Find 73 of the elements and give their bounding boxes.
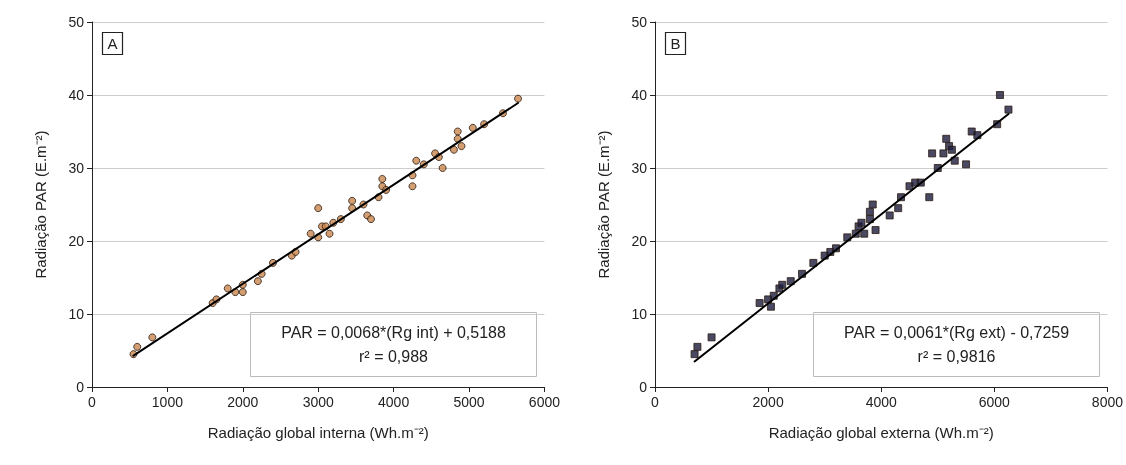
point [942,134,951,143]
y-tick-label: 20 [68,233,85,249]
y-tick-label: 40 [68,87,85,103]
y-tick-label: 50 [68,14,85,30]
x-tick-label: 2000 [227,394,259,410]
point [707,333,716,342]
annotation: PAR = 0,0068*(Rg int) + 0,5188 [281,324,506,341]
point [348,196,357,205]
y-tick-label: 30 [631,160,648,176]
point [857,218,866,227]
y-tick-label: 40 [631,87,648,103]
point [306,229,315,238]
point [962,160,971,169]
y-axis-title: Radiação PAR (E.m⁻²) [595,130,612,279]
point [778,280,787,289]
point [766,302,775,311]
point [367,215,375,224]
point [865,207,874,216]
point [894,204,903,213]
y-tick-label: 30 [68,160,85,176]
x-tick-label: 6000 [528,394,561,410]
point [1004,105,1013,114]
y-tick-label: 10 [68,306,85,322]
annotation: r² = 0,988 [359,348,429,365]
x-axis-title: Radiação global interna (Wh.m⁻²) [207,424,429,441]
y-axis-title: Radiação PAR (E.m⁻²) [32,130,49,279]
y-tick-label: 0 [76,379,85,395]
point [412,156,421,165]
point [133,342,142,351]
point [693,342,702,351]
annotation: PAR = 0,0061*(Rg ext) - 0,7259 [843,324,1070,341]
x-axis-title: Radiação global externa (Wh.m⁻²) [768,424,994,441]
x-tick-label: 2000 [752,394,784,410]
point [690,350,699,359]
x-tick-label: 4000 [378,394,410,410]
point [253,277,262,286]
point [860,229,869,238]
point [939,149,948,158]
point [928,149,937,158]
point [238,288,247,297]
point [995,91,1004,99]
point [925,193,934,202]
x-tick-label: 0 [88,394,97,410]
point [457,142,466,151]
point [325,229,334,238]
x-tick-label: 0 [651,394,660,410]
point [868,200,877,209]
point [148,333,157,342]
point [885,211,894,220]
x-tick-label: 6000 [978,394,1011,410]
y-tick-label: 10 [631,306,648,322]
point [438,164,447,172]
point [453,127,462,136]
point [314,204,323,213]
annotation: r² = 0,9816 [917,348,996,365]
x-tick-label: 8000 [1091,394,1124,410]
point [378,174,387,183]
point [809,258,818,267]
y-tick-label: 50 [631,14,648,30]
point [408,182,417,191]
point [871,226,880,235]
y-tick-label: 0 [639,379,648,395]
point [514,94,523,103]
point [468,123,477,132]
x-tick-label: 1000 [151,394,184,410]
x-tick-label: 5000 [453,394,485,410]
x-tick-label: 3000 [302,394,334,410]
x-tick-label: 4000 [865,394,897,410]
y-tick-label: 20 [631,233,648,249]
annotation: A [107,35,118,52]
annotation: B [670,35,681,52]
point [755,299,764,308]
point [223,284,232,293]
